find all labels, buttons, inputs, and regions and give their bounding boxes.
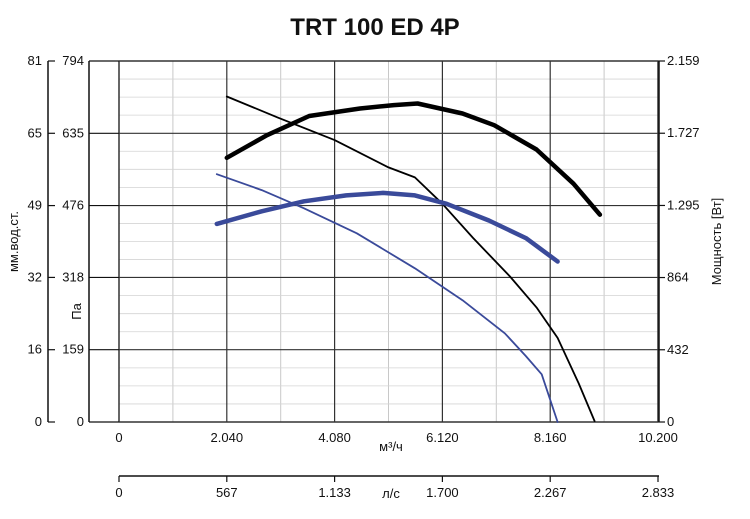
y-left-tick-label: 318 <box>62 269 84 284</box>
x-secondary-tick-label: 1.700 <box>426 485 459 500</box>
y-left-tick-label: 159 <box>62 342 84 357</box>
y-outer-tick-label: 32 <box>28 269 42 284</box>
y-outer-axis-label: мм.вод.ст. <box>6 211 21 272</box>
y-outer-tick-label: 49 <box>28 198 42 213</box>
y-outer-tick-label: 0 <box>35 414 42 429</box>
y-left-tick-label: 635 <box>62 125 84 140</box>
x-secondary-tick-label: 2.267 <box>534 485 567 500</box>
y-right-tick-label: 432 <box>667 342 689 357</box>
chart-title: TRT 100 ED 4P <box>290 14 460 41</box>
x-tick-label: 4.080 <box>318 430 351 445</box>
y-left-tick-label: 794 <box>62 53 84 68</box>
y-outer-tick-label: 65 <box>28 125 42 140</box>
x-secondary-axis-label: л/с <box>382 486 400 501</box>
x-secondary-tick-label: 567 <box>216 485 238 500</box>
y-left-axis-label: Па <box>69 302 84 319</box>
y-right-tick-label: 1.727 <box>667 125 700 140</box>
x-tick-label: 6.120 <box>426 430 459 445</box>
y-left-tick-label: 0 <box>77 414 84 429</box>
x-secondary-tick-label: 0 <box>115 485 122 500</box>
y-right-axis-label: Мощность [Вт] <box>709 198 724 286</box>
x-tick-label: 0 <box>115 430 122 445</box>
y-outer-tick-label: 81 <box>28 53 42 68</box>
y-right-tick-label: 0 <box>667 414 674 429</box>
y-right-tick-label: 2.159 <box>667 53 700 68</box>
series-line-2 <box>224 101 603 217</box>
y-right-tick-label: 864 <box>667 270 689 285</box>
y-outer-tick-label: 16 <box>28 342 42 357</box>
y-right-tick-label: 1.295 <box>667 197 700 212</box>
x-secondary-tick-label: 2.833 <box>642 485 675 500</box>
x-axis-label: м³/ч <box>379 439 403 454</box>
x-tick-label: 2.040 <box>211 430 244 445</box>
x-tick-label: 8.160 <box>534 430 567 445</box>
y-left-tick-label: 476 <box>62 198 84 213</box>
series-line-1 <box>225 95 596 423</box>
series-line-4 <box>214 190 560 264</box>
x-tick-label: 10.200 <box>638 430 678 445</box>
x-secondary-tick-label: 1.133 <box>318 485 351 500</box>
series-line-3 <box>215 173 559 423</box>
